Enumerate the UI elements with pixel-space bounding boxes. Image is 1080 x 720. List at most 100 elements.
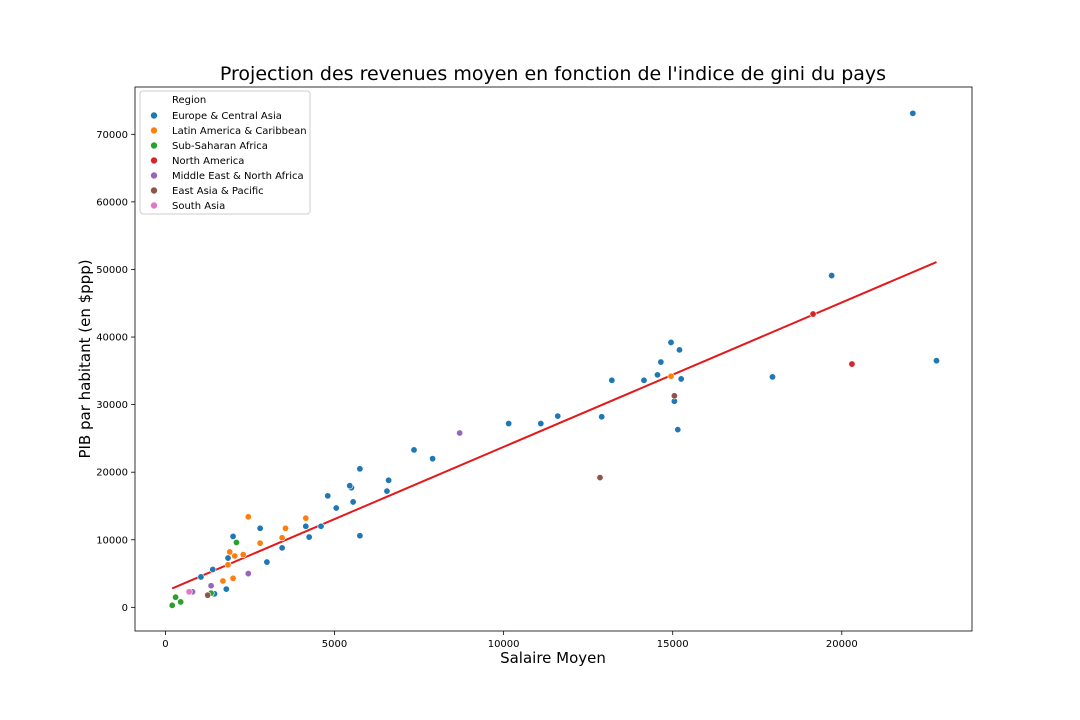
x-tick-label: 10000 <box>488 639 520 650</box>
x-tick-label: 20000 <box>826 639 858 650</box>
data-point <box>185 588 193 596</box>
legend-entry: Europe & Central Asia <box>172 111 282 122</box>
data-point <box>168 601 176 609</box>
y-axis-label: PIB par habitant (en $ppp) <box>76 259 94 458</box>
legend-marker <box>150 111 158 120</box>
y-tick-label: 60000 <box>96 197 128 208</box>
y-tick-label: 70000 <box>96 130 128 141</box>
plot-area <box>134 86 973 632</box>
regression-line-group <box>171 261 937 590</box>
data-point <box>207 582 215 590</box>
legend-entry: South Asia <box>172 201 225 212</box>
legend-marker <box>150 201 158 210</box>
y-tick-label: 10000 <box>96 535 128 546</box>
y-tick-label: 50000 <box>96 265 128 276</box>
data-point <box>670 392 678 400</box>
x-tick-label: 15000 <box>657 639 689 650</box>
data-point <box>848 360 856 368</box>
data-point <box>305 533 313 541</box>
legend-entry: East Asia & Pacific <box>172 186 264 197</box>
data-point <box>385 476 393 484</box>
data-point <box>324 492 332 500</box>
legend-frame <box>139 90 311 215</box>
data-point <box>302 514 310 522</box>
y-tick-label: 30000 <box>96 400 128 411</box>
data-point <box>197 573 205 581</box>
legend-marker <box>150 186 158 195</box>
legend-marker <box>150 141 158 150</box>
data-point <box>383 487 391 495</box>
data-point <box>229 532 237 540</box>
data-point <box>177 598 185 606</box>
data-point <box>317 522 325 530</box>
data-point <box>410 446 418 454</box>
data-point <box>932 357 940 365</box>
x-axis: 0 5000 10000 15000 20000 <box>162 631 858 650</box>
data-point <box>172 593 180 601</box>
data-point <box>349 498 357 506</box>
data-point <box>909 109 917 117</box>
legend-entry: Latin America & Caribbean <box>172 126 307 137</box>
data-point <box>302 522 310 530</box>
data-point <box>239 551 247 559</box>
data-point <box>505 420 513 428</box>
data-point <box>244 513 252 521</box>
y-tick-label: 20000 <box>96 468 128 479</box>
data-point <box>640 376 648 384</box>
x-tick-label: 0 <box>162 639 168 650</box>
data-point <box>224 561 232 569</box>
legend-marker <box>150 126 158 135</box>
data-point <box>232 538 240 546</box>
data-point <box>278 544 286 552</box>
data-point <box>356 465 364 473</box>
data-point <box>429 455 437 463</box>
data-point <box>226 548 234 556</box>
data-point <box>667 372 675 380</box>
data-point <box>768 373 776 381</box>
y-axis: 0 10000 20000 30000 40000 50000 60000 70000 <box>96 130 135 614</box>
data-point <box>667 338 675 346</box>
data-point <box>224 554 232 562</box>
data-point <box>256 539 264 547</box>
y-tick-label: 40000 <box>96 333 128 344</box>
data-point <box>809 310 817 318</box>
data-point <box>332 504 340 512</box>
data-point <box>456 429 464 437</box>
data-point <box>219 577 227 585</box>
data-point <box>346 482 354 490</box>
data-point <box>229 574 237 582</box>
legend-marker <box>150 156 158 165</box>
data-point <box>596 474 604 482</box>
data-point <box>657 358 665 366</box>
data-point <box>263 558 271 566</box>
data-point <box>554 412 562 420</box>
data-points <box>168 109 940 609</box>
data-point <box>278 534 286 542</box>
data-point <box>244 570 252 578</box>
data-point <box>281 524 289 532</box>
data-point <box>598 413 606 421</box>
x-tick-label: 5000 <box>322 639 347 650</box>
regression-line <box>171 261 937 590</box>
legend-entry: Middle East & North Africa <box>172 171 304 182</box>
data-point <box>222 585 230 593</box>
chart-title: Projection des revenues moyen en fonctio… <box>220 63 886 85</box>
legend-title: Region <box>172 95 206 106</box>
data-point <box>653 371 661 379</box>
data-point <box>256 524 264 532</box>
data-point <box>204 591 212 599</box>
data-point <box>356 532 364 540</box>
legend-entry: Sub-Saharan Africa <box>172 141 268 152</box>
data-point <box>674 426 682 434</box>
legend: Region Europe & Central Asia Latin Americ… <box>139 90 311 215</box>
legend-entry: North America <box>172 156 244 167</box>
data-point <box>537 420 545 428</box>
legend-marker <box>150 171 158 180</box>
data-point <box>231 552 239 560</box>
data-point <box>677 375 685 383</box>
x-axis-label: Salaire Moyen <box>500 649 606 667</box>
data-point <box>828 272 836 280</box>
data-point <box>675 346 683 354</box>
y-tick-label: 0 <box>122 603 128 614</box>
